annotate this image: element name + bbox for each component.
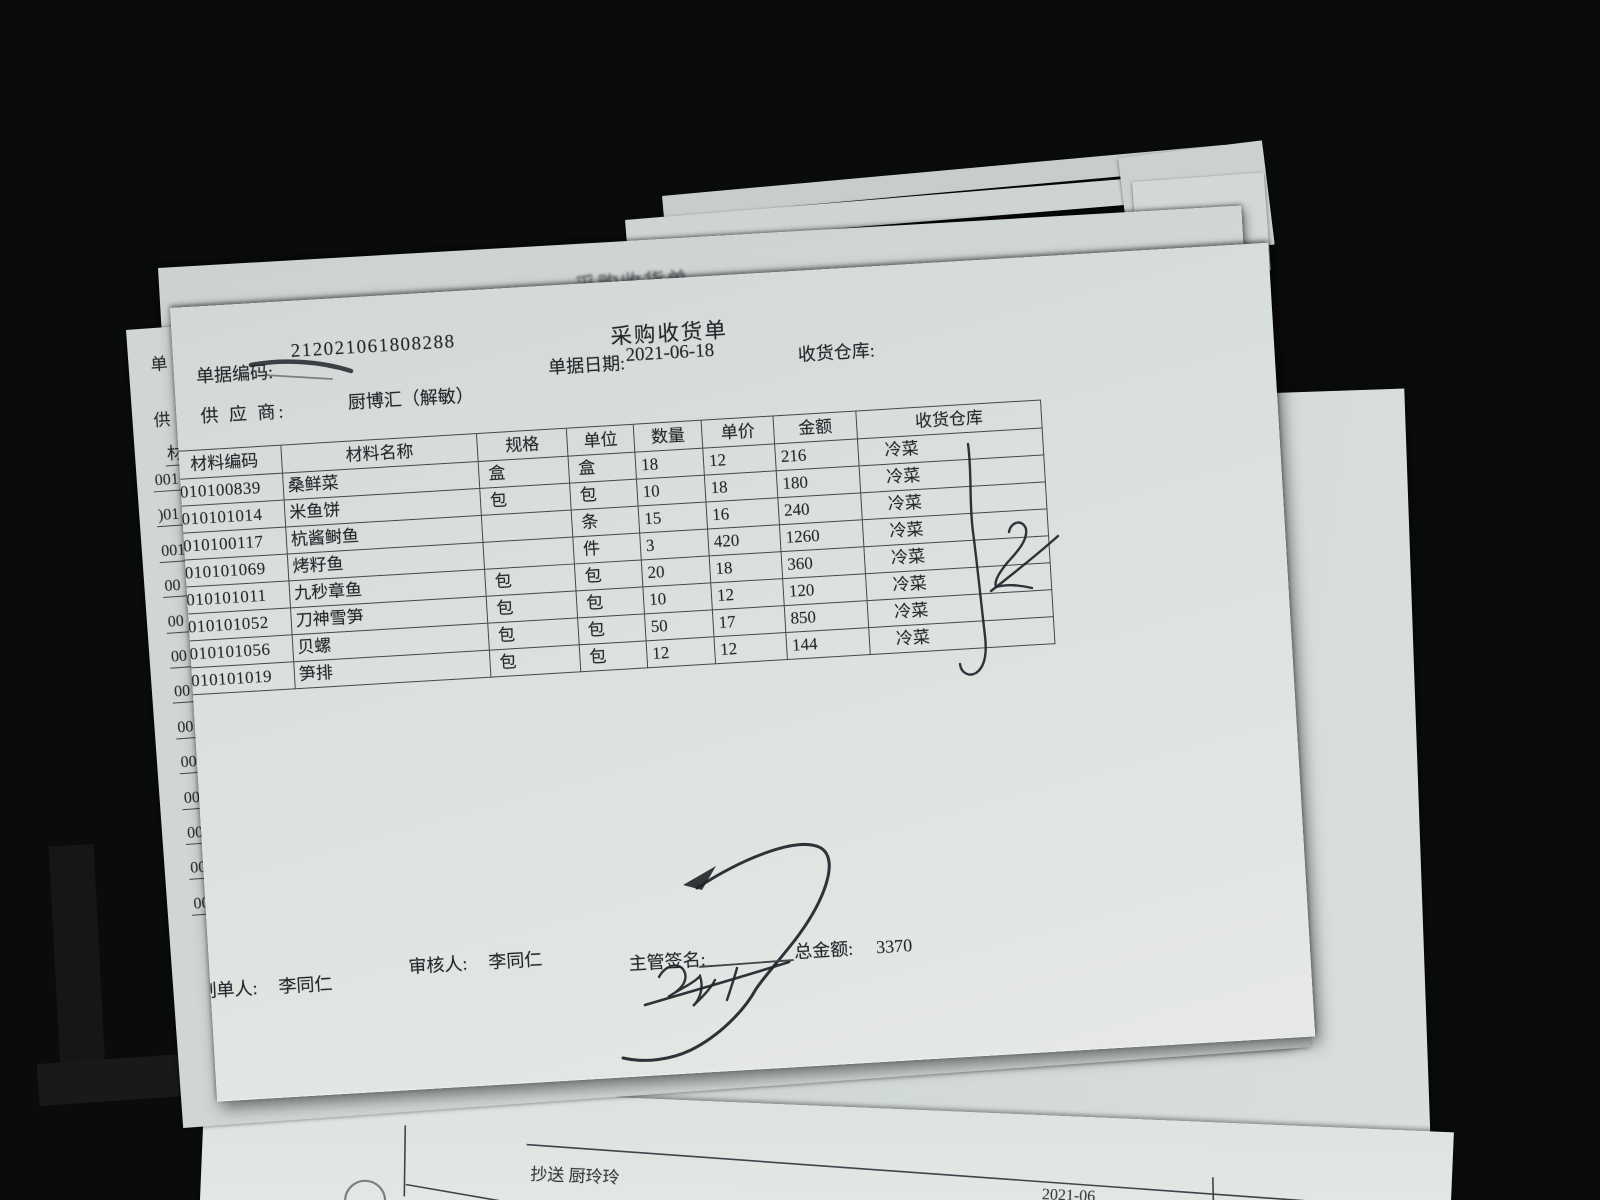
total-field: 总金额: 3370 xyxy=(793,931,913,964)
table-cell: 18 xyxy=(709,552,784,584)
supplier-value: 厨博汇（解敏） xyxy=(347,385,475,413)
stamp-arc xyxy=(343,1179,387,1200)
maker-value: 李同仁 xyxy=(277,973,333,997)
table-cell: 12 xyxy=(646,637,717,669)
date-partial: 2021-06 xyxy=(1041,1186,1096,1200)
supplier-label: 供 应 商: xyxy=(199,401,287,427)
table-cell: 18 xyxy=(704,471,779,503)
column-header: 数量 xyxy=(633,420,704,453)
table-cell: 144 xyxy=(786,628,871,660)
table-cell: 包 xyxy=(579,641,649,673)
table-cell: 12 xyxy=(703,444,777,476)
table-cell: 18 xyxy=(635,448,705,480)
table-cell: 12 xyxy=(711,579,785,611)
table-cell: 12 xyxy=(714,633,788,665)
table-cell: 10 xyxy=(636,475,707,507)
table-cell: 10 xyxy=(643,583,713,615)
maker-field: 制单人: 李同仁 xyxy=(198,970,333,1004)
table-cell: 16 xyxy=(706,498,780,530)
column-header: 单价 xyxy=(701,416,776,449)
table-cell: 包 xyxy=(574,560,644,592)
table-cell: 包 xyxy=(578,614,647,646)
table-cell: 条 xyxy=(571,506,641,538)
auditor-field: 审核人: 李同仁 xyxy=(408,945,543,979)
sign-label: 主管签名: xyxy=(628,949,707,974)
table-cell: 盒 xyxy=(568,452,637,484)
warehouse-label: 收货仓库: xyxy=(797,340,876,365)
table-cell: 包 xyxy=(576,587,646,619)
table-cell: 17 xyxy=(712,606,787,638)
auditor-value: 李同仁 xyxy=(487,949,543,973)
date-value: 2021-06-18 xyxy=(625,339,715,367)
table-cell: 420 xyxy=(708,525,782,557)
receipt-sheet: 采购收货单 单据编码: 212021061808288 单据日期: 2021-0… xyxy=(170,242,1316,1102)
cc-note: 抄送 厨玲玲 xyxy=(529,1164,620,1188)
signature-line xyxy=(699,960,792,967)
table-cell: 15 xyxy=(638,502,709,534)
table-cell: 包 xyxy=(489,645,582,678)
doc-no-label: 单据编码: xyxy=(195,362,274,387)
date-label: 单据日期: xyxy=(547,353,626,378)
total-value: 3370 xyxy=(875,935,913,958)
table-cell: 20 xyxy=(641,556,712,588)
table-cell: 0010101019 xyxy=(179,662,296,697)
column-header: 单位 xyxy=(566,424,636,457)
left-fragment: 单 xyxy=(149,354,169,375)
auditor-label: 审核人: xyxy=(407,953,469,977)
left-fragment: 供 xyxy=(152,410,172,431)
doc-no-value: 212021061808288 xyxy=(290,331,457,362)
table-cell: 件 xyxy=(573,533,642,565)
total-label: 总金额: xyxy=(793,938,854,963)
table-cell: 包 xyxy=(570,479,639,511)
table-cell: 3 xyxy=(640,529,710,561)
background-object-edge xyxy=(48,843,107,1092)
items-table: 材料编码 材料名称 规格 单位 数量 单价 金额 收货仓库 0010100839 桑鲜菜盒盒 18 1… xyxy=(170,399,1056,697)
table-cell: 50 xyxy=(645,610,715,642)
